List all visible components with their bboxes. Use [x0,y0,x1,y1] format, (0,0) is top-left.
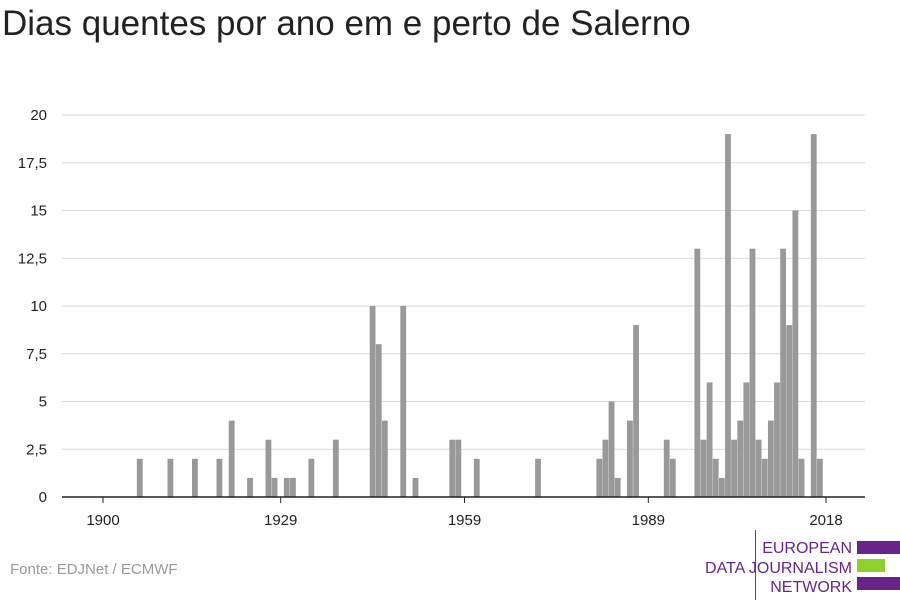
bar [737,420,744,497]
logo-line-3: NETWORK [770,579,852,596]
bar [167,458,174,497]
logo-bar-purple-top [857,541,900,554]
bar [265,439,272,497]
logo-line-2: DATA JOURNALISM [705,559,852,577]
bar [308,458,315,497]
bar [810,134,817,497]
bar [608,401,615,497]
bar [412,477,419,497]
y-tick-label: 17,5 [18,155,47,172]
bar [247,477,253,497]
bar [743,382,750,497]
bar [706,382,713,497]
bar [290,477,296,497]
bar [271,477,278,497]
bar [602,439,609,497]
bar [761,458,768,497]
logo-bar-green [857,559,885,572]
logo-line-1: EUROPEAN [762,540,852,557]
bar [473,458,480,497]
logo-divider [755,530,756,600]
x-tick-label: 1929 [264,512,297,529]
source-credit: Fonte: EDJNet / ECMWF [10,561,178,578]
bar [774,382,780,497]
bar [792,210,799,497]
bar [731,439,738,497]
bar [332,439,339,497]
bar [725,134,731,497]
y-tick-label: 20 [30,107,47,124]
bar [596,458,603,497]
y-tick-label: 7,5 [26,346,47,363]
bar [381,420,388,497]
bar [136,458,143,497]
bar [694,248,701,497]
bar [786,325,793,497]
bar [633,325,639,497]
bar [663,439,670,497]
bars [136,134,823,497]
bar [700,439,707,497]
edjnet-logo: EUROPEAN DATA JOURNALISM NETWORK [700,530,900,600]
bar [283,477,290,497]
bar [614,477,621,497]
bar [816,458,823,497]
bar [400,306,407,497]
x-tick-label: 2018 [809,512,842,529]
bar [228,420,235,497]
y-tick-label: 2,5 [26,441,47,458]
bar [767,420,774,497]
bar [535,458,541,497]
bar [755,439,762,497]
bar [216,458,223,497]
bar [369,306,376,497]
bar [718,477,725,497]
grid-lines [62,114,865,450]
y-tick-label: 5 [39,394,47,411]
bar [749,248,756,497]
logo-text: EUROPEAN DATA JOURNALISM NETWORK [705,539,852,598]
bar [627,420,633,497]
x-tick-label: 1959 [448,512,481,529]
bar [712,458,719,497]
bar [375,344,382,497]
y-tick-label: 15 [30,203,47,220]
logo-bar-purple-bottom [857,577,900,590]
bar [669,458,676,497]
x-tick-label: 1989 [632,512,665,529]
bar [191,458,198,497]
x-tick-label: 1900 [86,512,119,529]
page-title: Dias quentes por ano em e perto de Saler… [2,4,691,43]
axes: 0 2,5 5 7,5 10 12,5 15 17,5 20 1900 1929 1959 1989 20… [18,107,865,529]
y-tick-label: 10 [30,298,47,315]
y-tick-label: 0 [39,489,47,506]
y-tick-label: 12,5 [18,250,47,267]
bar [449,439,456,497]
bar [780,248,787,497]
bar [798,458,805,497]
bar [455,439,462,497]
